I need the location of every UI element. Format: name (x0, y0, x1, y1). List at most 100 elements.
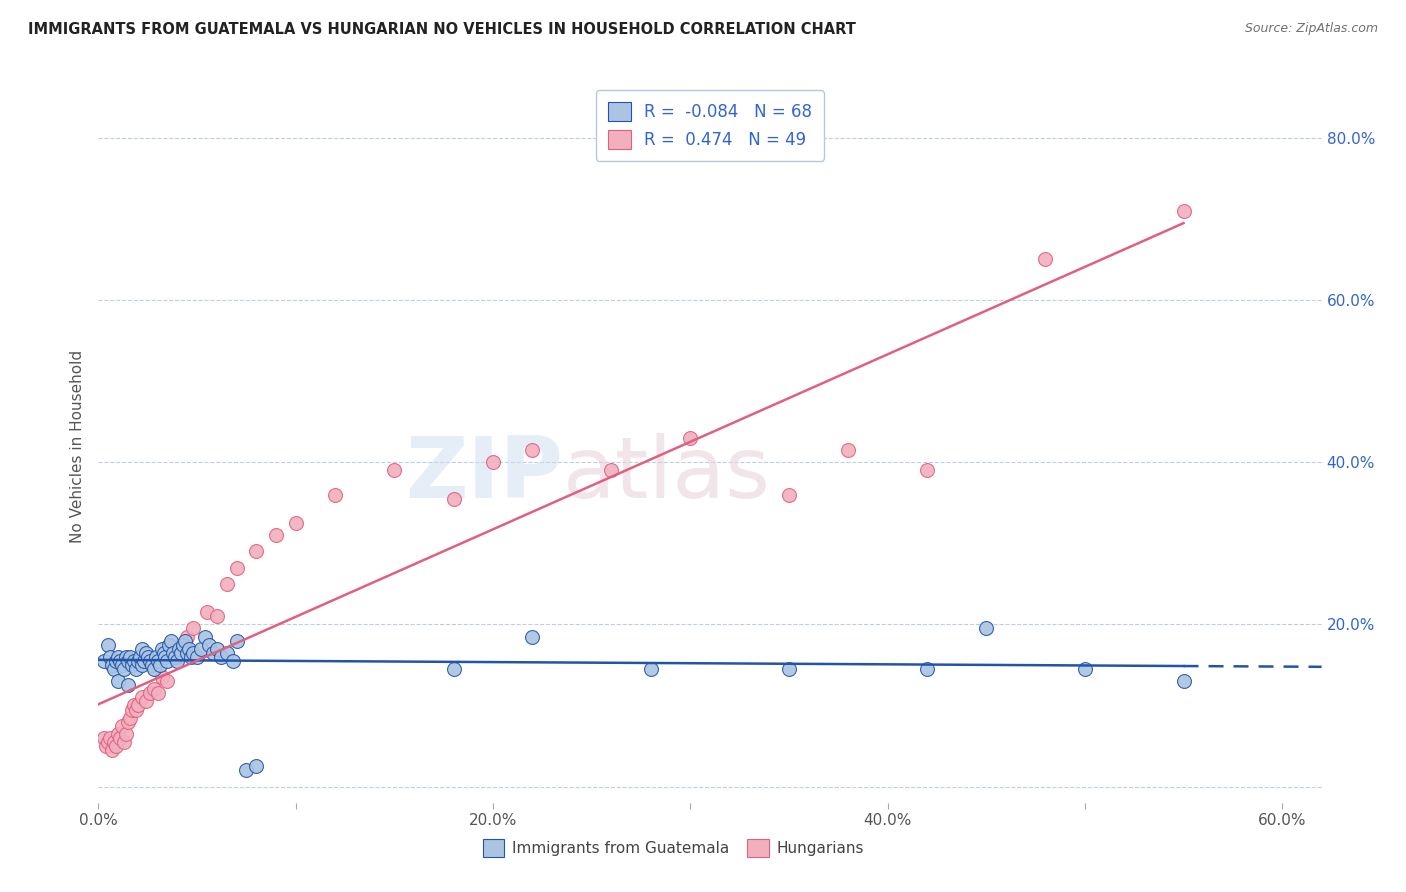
Point (135, 694, 157, 708)
Point (135, 646, 157, 660)
Point (127, 654, 149, 668)
Point (221, 654, 243, 668)
Point (181, 622, 204, 636)
Y-axis label: No Vehicles in Household: No Vehicles in Household (70, 350, 86, 542)
Point (125, 702, 148, 716)
Point (172, 638, 194, 652)
Point (96, 739, 118, 753)
Point (162, 646, 184, 660)
Point (127, 698, 149, 713)
Point (166, 654, 188, 668)
Point (190, 641, 212, 656)
Point (778, 662, 800, 676)
Point (103, 662, 125, 676)
Point (600, 463, 623, 477)
Point (128, 649, 150, 664)
Point (169, 641, 191, 656)
Point (105, 739, 128, 753)
Point (112, 662, 135, 676)
Legend: Immigrants from Guatemala, Hungarians: Immigrants from Guatemala, Hungarians (477, 833, 870, 863)
Point (118, 711, 141, 725)
Point (111, 719, 134, 733)
Point (97, 735, 120, 749)
Point (1035, 252, 1057, 267)
Point (107, 727, 129, 741)
Point (522, 443, 544, 458)
Point (156, 674, 179, 689)
Point (93, 654, 115, 668)
Point (679, 431, 702, 445)
Point (522, 630, 544, 644)
Point (136, 649, 159, 664)
Point (105, 654, 128, 668)
Point (146, 686, 169, 700)
Text: Source: ZipAtlas.com: Source: ZipAtlas.com (1244, 22, 1378, 36)
Point (1173, 203, 1195, 218)
Point (107, 649, 129, 664)
Point (170, 638, 193, 652)
Point (179, 641, 201, 656)
Point (165, 649, 187, 664)
Point (245, 759, 267, 773)
Point (111, 657, 134, 672)
Point (121, 657, 143, 672)
Point (640, 662, 662, 676)
Point (132, 654, 155, 668)
Point (112, 735, 135, 749)
Point (180, 649, 202, 664)
Point (146, 654, 169, 668)
Point (115, 727, 138, 741)
Point (215, 577, 238, 591)
Point (160, 633, 183, 648)
Point (117, 654, 139, 668)
Point (443, 662, 465, 676)
Text: atlas: atlas (564, 433, 772, 516)
Point (323, 488, 346, 502)
Point (162, 646, 184, 660)
Point (264, 528, 287, 542)
Point (122, 698, 145, 713)
Point (205, 609, 228, 624)
Point (138, 654, 160, 668)
Point (778, 488, 800, 502)
Point (482, 455, 505, 469)
Point (150, 641, 173, 656)
Point (108, 654, 131, 668)
Point (235, 764, 257, 778)
Point (98, 731, 121, 745)
Point (101, 743, 124, 757)
Point (209, 649, 232, 664)
Point (117, 678, 139, 692)
Point (97, 638, 120, 652)
Point (215, 646, 238, 660)
Point (131, 657, 153, 672)
Point (93, 731, 115, 745)
Point (837, 443, 859, 458)
Point (131, 690, 153, 705)
Point (159, 638, 181, 652)
Point (443, 491, 465, 506)
Point (142, 662, 165, 676)
Text: IMMIGRANTS FROM GUATEMALA VS HUNGARIAN NO VEHICLES IN HOUSEHOLD CORRELATION CHAR: IMMIGRANTS FROM GUATEMALA VS HUNGARIAN N… (28, 22, 856, 37)
Point (122, 654, 145, 668)
Point (108, 731, 131, 745)
Point (131, 641, 153, 656)
Point (181, 646, 204, 660)
Point (245, 544, 267, 558)
Point (103, 735, 125, 749)
Point (149, 657, 172, 672)
Point (205, 641, 228, 656)
Point (225, 560, 247, 574)
Point (125, 662, 148, 676)
Point (121, 702, 143, 716)
Point (186, 649, 208, 664)
Point (115, 649, 138, 664)
Point (98, 649, 121, 664)
Point (176, 630, 198, 644)
Point (138, 686, 160, 700)
Point (974, 622, 997, 636)
Point (150, 670, 173, 684)
Point (1074, 662, 1097, 676)
Point (198, 638, 221, 652)
Point (176, 646, 198, 660)
